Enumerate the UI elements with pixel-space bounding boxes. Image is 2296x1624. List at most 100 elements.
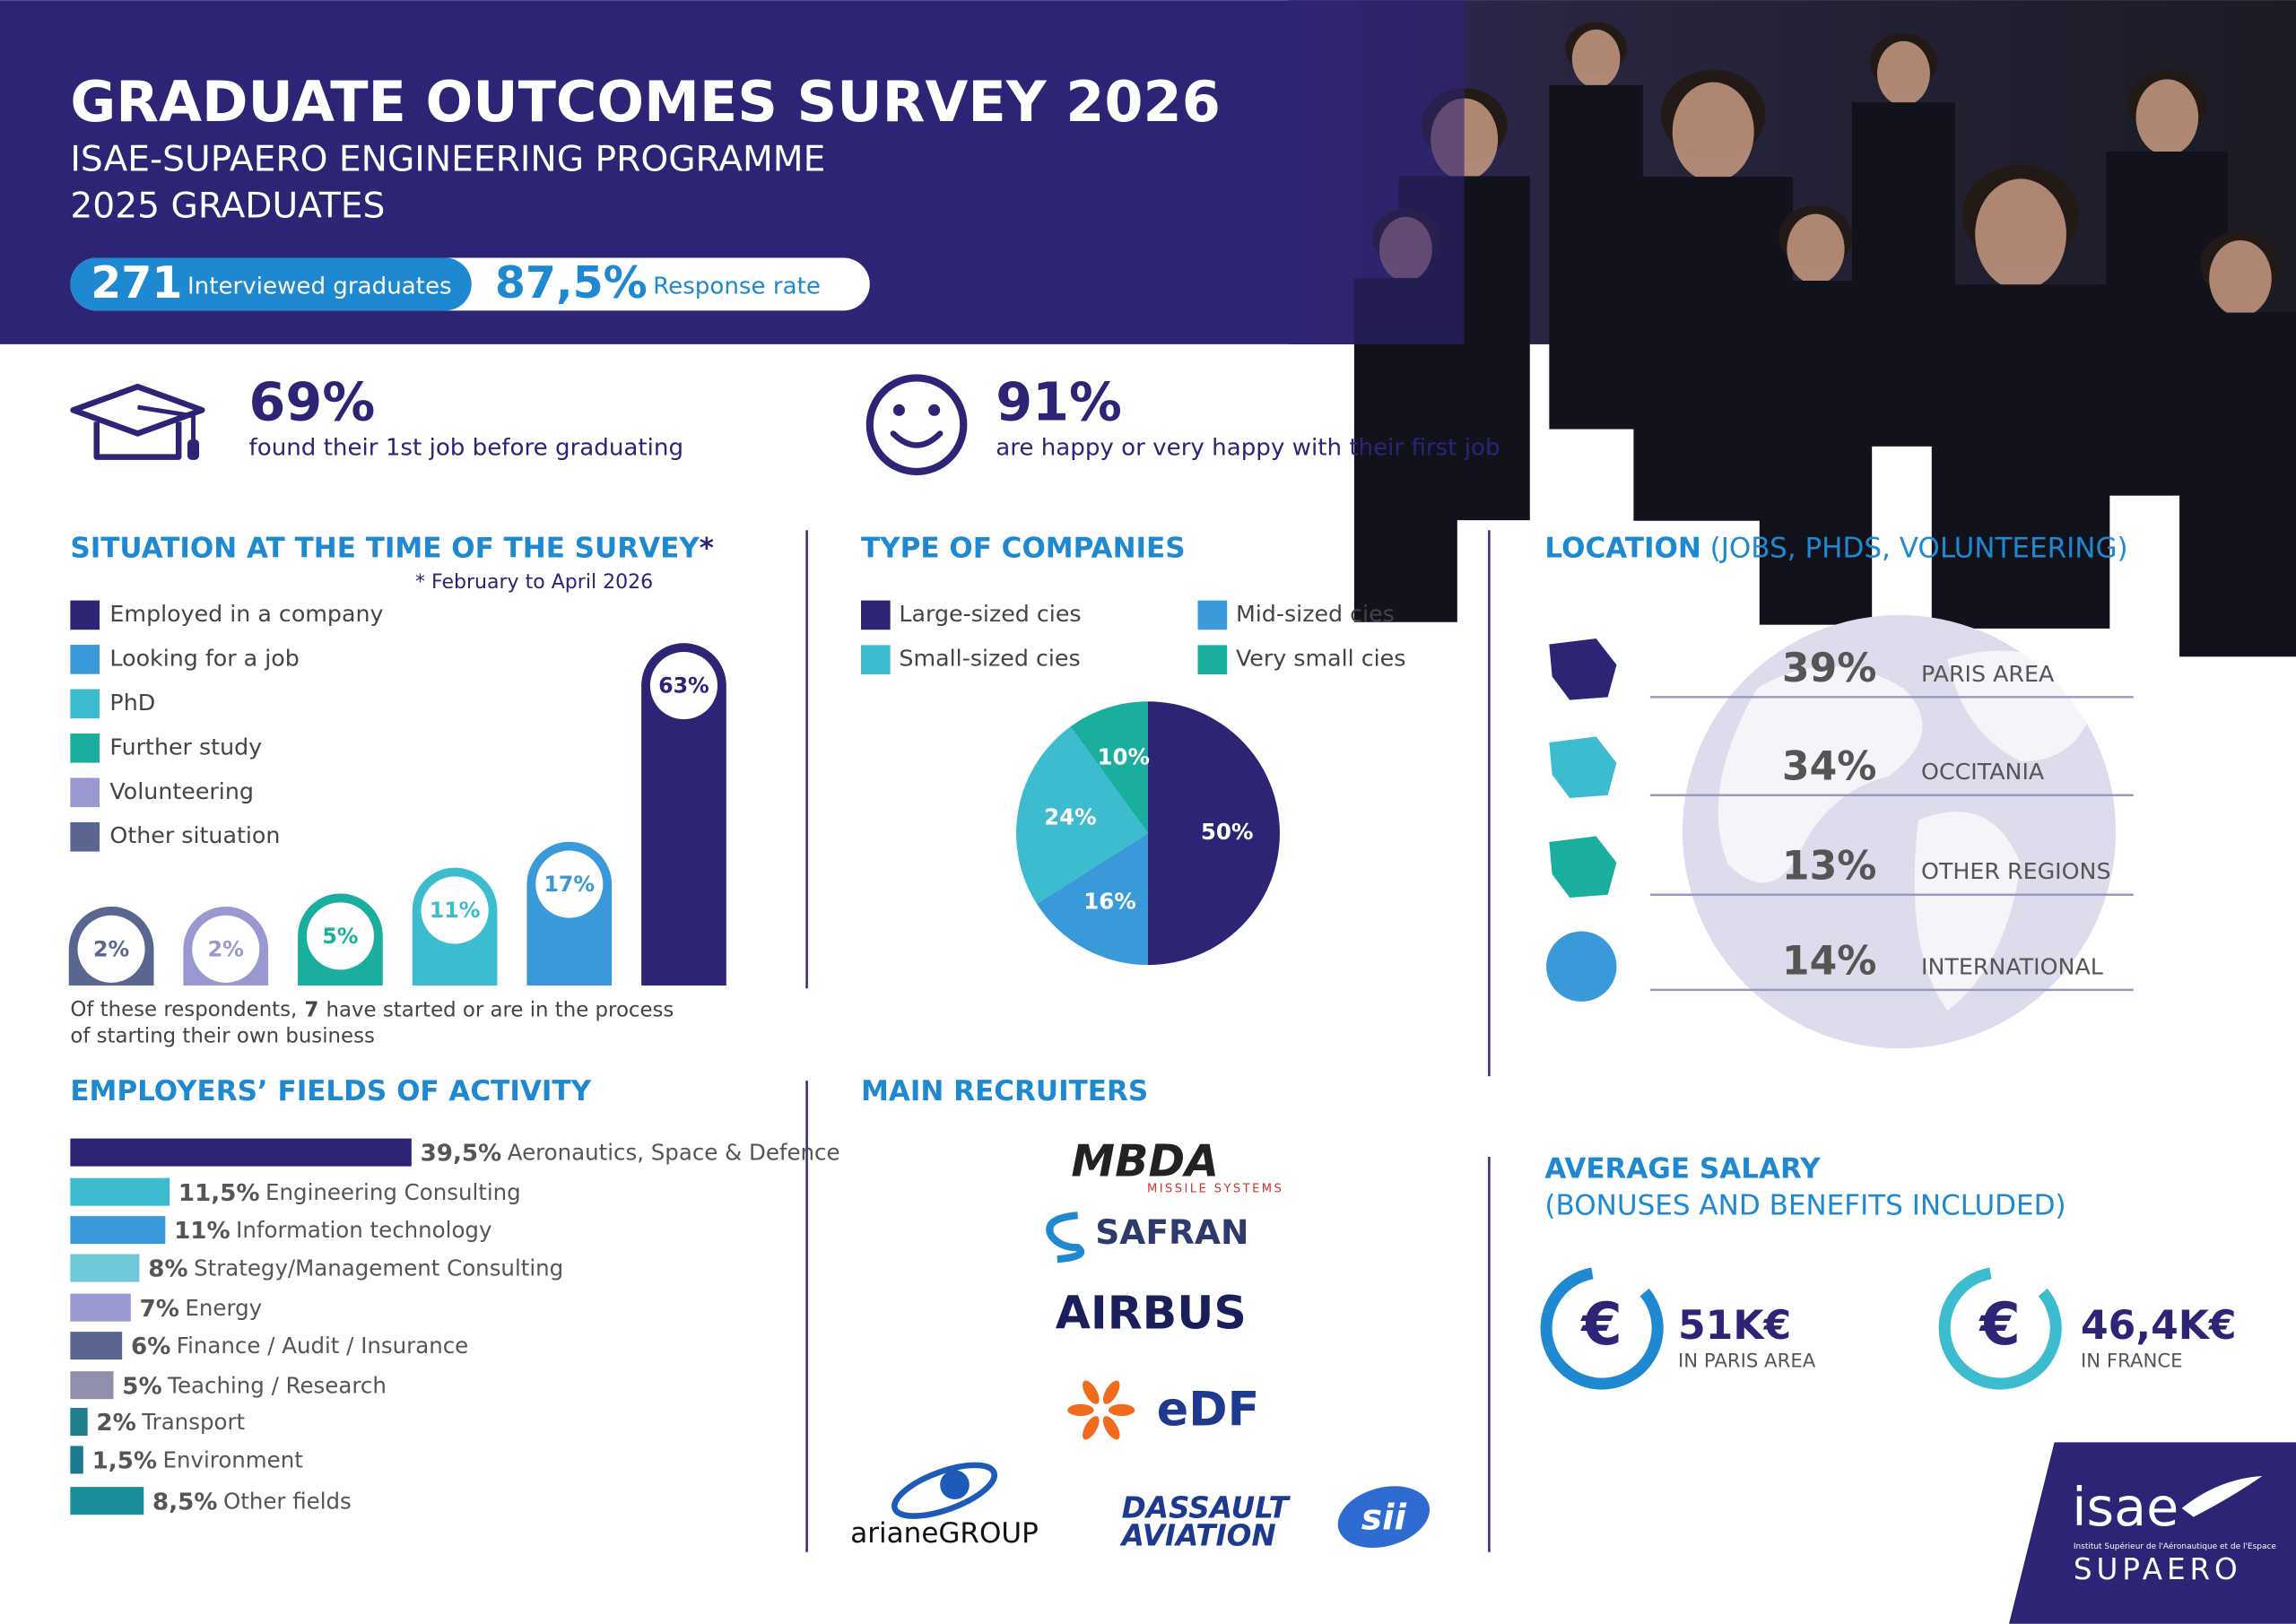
footnote: * February to April 2026 — [415, 571, 653, 594]
header-subtitle: ISAE-SUPAERO ENGINEERING PROGRAMME — [70, 139, 825, 179]
location-label: INTERNATIONAL — [1921, 953, 2103, 979]
logo-edf-petal — [1083, 1416, 1100, 1440]
bar-label-bubble — [77, 915, 145, 983]
logo-edf-petal — [1067, 1403, 1094, 1416]
field-bar — [70, 1216, 166, 1245]
bar-value-label: 11% — [430, 898, 481, 923]
field-bar — [70, 1254, 140, 1282]
highlight-text: found their 1st job before graduating — [249, 434, 683, 461]
photo-face — [1975, 178, 2066, 291]
photo-suit — [1549, 84, 1643, 430]
location-label: OCCITANIA — [1921, 759, 2045, 785]
field-bar — [70, 1371, 114, 1400]
field-bar — [70, 1332, 123, 1360]
legend-swatch — [70, 821, 100, 852]
salary-label: IN PARIS AREA — [1678, 1350, 1816, 1373]
salary-amount: 46,4K€ — [2081, 1303, 2237, 1349]
field-bar — [70, 1177, 170, 1206]
photo-face — [2209, 239, 2272, 317]
salary-ring — [1938, 1267, 2062, 1390]
field-value: 39,5% — [421, 1140, 502, 1167]
legend-swatch — [1197, 600, 1228, 630]
field-value: 6% — [131, 1333, 170, 1360]
highlight-value: 69% — [249, 371, 376, 433]
legend-label: Other situation — [109, 822, 280, 848]
field-value: 11,5% — [178, 1179, 260, 1206]
legend-swatch — [861, 600, 891, 630]
salary-symbol: € — [1579, 1290, 1622, 1359]
bar-value-label: 63% — [658, 673, 709, 699]
bar-label-bubble — [649, 651, 718, 720]
region-icon — [1549, 836, 1617, 899]
field-value: 8% — [148, 1255, 187, 1282]
photo-face — [1876, 40, 1930, 106]
field-category: Environment — [163, 1447, 304, 1473]
highlight-text: are happy or very happy with their first… — [996, 434, 1500, 461]
legend-swatch — [70, 777, 100, 808]
logo-mbda: MBDA — [1071, 1136, 1219, 1187]
location-label: OTHER REGIONS — [1921, 858, 2111, 884]
field-bar — [70, 1293, 131, 1322]
field-category: Other fields — [223, 1488, 352, 1514]
salary-label: IN FRANCE — [2081, 1350, 2183, 1373]
field-label: 11% Information technology — [174, 1217, 491, 1245]
field-value: 2% — [96, 1410, 135, 1437]
field-bar — [70, 1487, 144, 1515]
header-title: GRADUATE OUTCOMES SURVEY 2026 — [70, 69, 1221, 135]
smiley-mouth — [890, 430, 944, 448]
field-label: 7% Energy — [140, 1295, 263, 1323]
bar-label-bubble — [306, 902, 374, 970]
section-title: LOCATION (JOBS, PHDS, VOLUNTEERING) — [1544, 532, 2127, 564]
logo-airbus: AIRBUS — [1056, 1286, 1247, 1339]
location-value: 13% — [1782, 843, 1877, 889]
graduation-cap-tassel — [137, 404, 196, 443]
school-logo-sub: SUPAERO — [2074, 1552, 2242, 1586]
field-value: 5% — [122, 1373, 161, 1400]
situation-bar — [641, 643, 726, 986]
legend-label: Employed in a company — [109, 601, 383, 627]
section-title-note: (JOBS, PHDS, VOLUNTEERING) — [1710, 532, 2128, 564]
field-value: 8,5% — [152, 1489, 217, 1515]
logo-edf: eDF — [1157, 1384, 1259, 1437]
bar-label-bubble — [535, 850, 604, 918]
legend-label: Small-sized cies — [899, 646, 1080, 672]
region-icon — [1549, 736, 1617, 798]
field-category: Transport — [141, 1409, 245, 1435]
legend-swatch — [70, 645, 100, 674]
bar-value-label: 5% — [322, 924, 358, 949]
logo-dassault: AVIATION — [1119, 1518, 1276, 1552]
legend-label: Further study — [109, 734, 262, 760]
field-bar — [70, 1138, 412, 1167]
photo-face — [1571, 29, 1621, 89]
logo-edf-petal — [1102, 1380, 1120, 1404]
section-title: (BONUSES AND BENEFITS INCLUDED) — [1544, 1189, 2066, 1221]
legend-swatch — [1197, 645, 1228, 675]
photo-face — [1672, 82, 1754, 182]
pie-value-label: 24% — [1044, 804, 1097, 830]
bar-label-bubble — [192, 915, 260, 983]
logo-edf-petal — [1102, 1416, 1120, 1440]
field-category: Information technology — [236, 1217, 491, 1243]
stat-value: 87,5% — [495, 257, 648, 308]
region-icon — [1546, 931, 1617, 1002]
pie-slice — [1036, 833, 1148, 966]
smiley-icon — [865, 374, 968, 475]
legend-label: Very small cies — [1236, 646, 1405, 672]
field-label: 5% Teaching / Research — [122, 1372, 387, 1399]
field-label: 2% Transport — [96, 1409, 245, 1437]
field-label: 8% Strategy/Management Consulting — [148, 1255, 563, 1283]
photo-suit — [1759, 281, 1873, 625]
field-category: Finance / Audit / Insurance — [177, 1333, 468, 1359]
legend-label: PhD — [109, 690, 155, 716]
field-bar — [70, 1407, 88, 1437]
school-logo-full: Institut Supérieur de l'Aéronautique et … — [2074, 1541, 2277, 1551]
school-logo-name: isae — [2072, 1476, 2179, 1538]
field-value: 7% — [140, 1295, 179, 1322]
field-bar — [70, 1446, 83, 1474]
pie-slice — [1016, 726, 1148, 904]
logo-ariane-ball — [940, 1470, 970, 1500]
legend-swatch — [70, 733, 100, 763]
photo-suit — [2179, 312, 2296, 657]
